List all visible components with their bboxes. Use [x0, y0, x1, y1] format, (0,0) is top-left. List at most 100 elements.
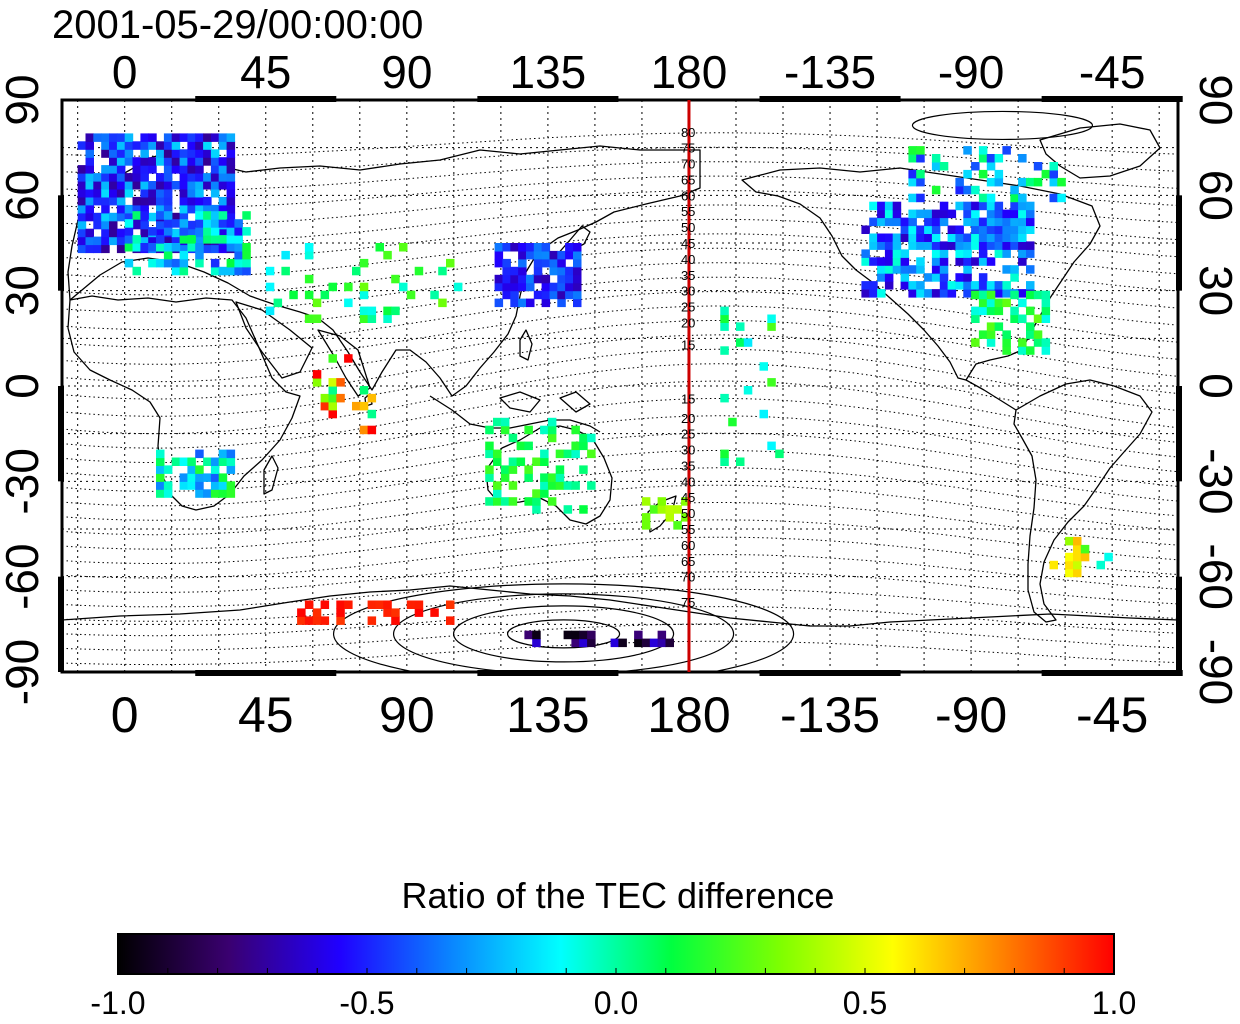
tec-cell: [978, 241, 988, 250]
tec-cell: [494, 250, 504, 260]
tec-cell: [971, 233, 980, 242]
tec-cell: [986, 298, 996, 308]
tec-cell: [1002, 330, 1011, 339]
frame-tick-bar: [477, 670, 619, 676]
tec-cell: [195, 236, 204, 246]
tec-cell: [500, 497, 510, 506]
tec-cell: [1026, 249, 1035, 258]
tec-cell: [1026, 346, 1035, 355]
tec-cell: [526, 274, 535, 284]
tec-cell: [502, 274, 511, 284]
tec-cell: [367, 306, 377, 316]
tec-cell: [203, 489, 212, 498]
tec-cell: [861, 249, 870, 258]
tec-cell: [359, 258, 369, 268]
tec-cell: [265, 266, 275, 276]
tec-cell: [587, 481, 596, 490]
tec-cell: [1010, 225, 1019, 234]
tec-cell: [555, 449, 565, 459]
tec-cell: [963, 185, 972, 195]
tec-cell: [320, 600, 330, 609]
tec-cell: [179, 181, 189, 190]
tec-cell: [1041, 298, 1051, 308]
tec-cell: [140, 228, 149, 238]
tec-cell: [77, 189, 87, 198]
tec-cell: [986, 201, 996, 211]
coastline-australia: [485, 425, 613, 525]
magnetic-contour: [62, 623, 1178, 651]
tec-cell: [931, 273, 941, 282]
frame-tick-bar: [58, 386, 64, 482]
tec-cell: [210, 244, 220, 254]
tec-cell: [978, 273, 988, 282]
tec-cell: [85, 165, 94, 174]
tec-cell: [510, 282, 519, 292]
tec-cell: [367, 600, 377, 609]
tec-cell: [1041, 346, 1051, 355]
tec-cell: [218, 235, 228, 244]
tec-cell: [116, 244, 126, 254]
tec-cell: [963, 241, 972, 250]
tec-cell: [541, 290, 551, 300]
magnetic-contour: [62, 320, 1178, 383]
tec-cell: [242, 211, 251, 220]
tec-cell: [195, 141, 204, 150]
tec-cell: [533, 290, 543, 300]
tec-cell: [1010, 290, 1019, 300]
tec-cell: [132, 196, 141, 206]
tec-cell: [195, 473, 204, 482]
contour-label: 20: [681, 411, 695, 426]
tec-cell: [571, 441, 580, 451]
frame-tick-bar: [195, 96, 337, 102]
tec-cell: [1002, 289, 1011, 298]
tec-cell: [673, 521, 682, 530]
tec-cell: [908, 233, 917, 242]
tec-cell: [124, 204, 134, 214]
tec-cell: [218, 157, 228, 166]
tec-cell: [179, 235, 189, 244]
tec-cell: [557, 266, 566, 276]
tec-cell: [359, 306, 369, 316]
tec-cell: [955, 257, 964, 266]
tec-cell: [720, 306, 729, 316]
tec-cell: [947, 241, 957, 250]
tec-cell: [163, 196, 173, 206]
tec-cell: [116, 189, 126, 198]
tec-cell: [573, 274, 582, 284]
tec-cell: [446, 616, 455, 625]
tec-cell: [289, 290, 298, 300]
lat-tick-label-right: 60: [1190, 170, 1240, 221]
tec-cell: [320, 290, 330, 300]
tec-cell: [759, 362, 768, 371]
tec-cell: [226, 204, 236, 214]
tec-cell: [140, 236, 149, 246]
tec-cell: [900, 273, 910, 282]
tec-cell: [132, 165, 141, 174]
contour-label: 35: [681, 268, 695, 283]
tec-cell: [563, 630, 573, 640]
tec-cell: [148, 212, 157, 222]
tec-cell: [336, 600, 345, 609]
frame-tick-marks: [58, 96, 1183, 676]
tec-cell: [924, 209, 933, 219]
tec-cell: [877, 233, 886, 242]
tec-cell: [171, 165, 181, 174]
tec-cell: [861, 225, 870, 234]
tec-cell: [533, 250, 543, 260]
tec-cell: [203, 141, 212, 150]
tec-cell: [203, 219, 212, 228]
tec-cell: [1002, 209, 1011, 219]
tec-cell: [85, 141, 94, 150]
tec-cell: [986, 257, 996, 266]
tec-cell: [226, 219, 236, 228]
tec-cell: [156, 196, 165, 206]
tec-cell: [156, 465, 165, 474]
tec-cell: [234, 258, 243, 268]
tec-cell: [971, 162, 980, 171]
tec-cell: [77, 173, 87, 182]
tec-cell: [971, 217, 980, 227]
magnetic-contour: [62, 571, 1178, 608]
tec-cell: [187, 133, 196, 142]
tec-cell: [320, 401, 330, 411]
coastline-madagascar: [263, 455, 279, 495]
